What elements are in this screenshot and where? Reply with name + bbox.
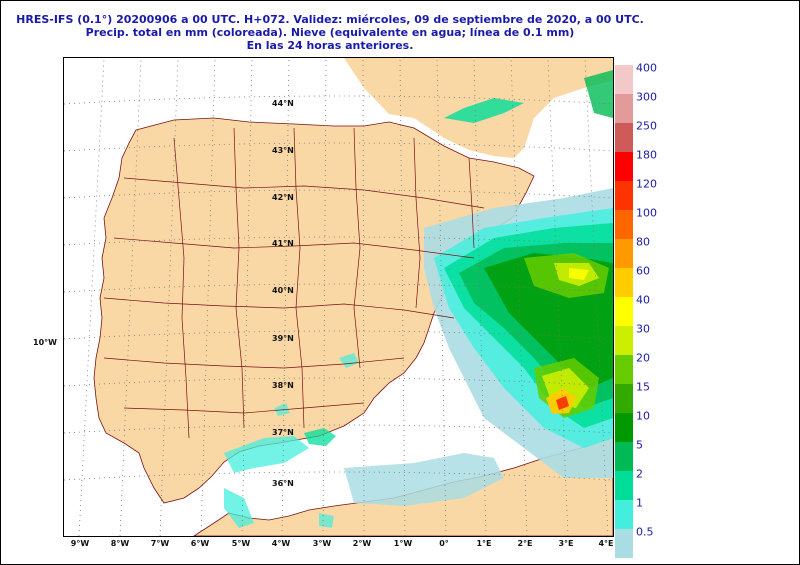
- lon-label-4w: 4°W: [271, 539, 291, 548]
- legend-label: 5: [636, 438, 643, 452]
- lat-label-40n: 40°N: [272, 286, 294, 295]
- header-line-2: Precip. total en mm (coloreada). Nieve (…: [85, 26, 575, 39]
- lon-label-1w: 1°W: [393, 539, 413, 548]
- legend-swatch: [615, 152, 633, 182]
- legend-swatch: [615, 442, 633, 472]
- precipitation-overlay: [224, 70, 613, 528]
- lon-label-2e: 2°E: [517, 539, 533, 548]
- legend-label: 40: [636, 293, 650, 307]
- lat-label-38n: 38°N: [272, 381, 294, 390]
- lat-label-36n: 36°N: [272, 479, 294, 488]
- legend-swatch: [615, 384, 633, 414]
- legend-label: 250: [636, 119, 657, 133]
- legend-label: 10: [636, 409, 650, 423]
- header-line-1: HRES-IFS (0.1°) 20200906 a 00 UTC. H+072…: [16, 13, 644, 26]
- legend-label: 300: [636, 90, 657, 104]
- legend-swatch: [615, 94, 633, 124]
- legend-label: 0.5: [636, 525, 654, 539]
- lon-label-5w: 5°W: [231, 539, 251, 548]
- lat-label-43n: 43°N: [272, 146, 294, 155]
- lat-label-41n: 41°N: [272, 239, 294, 248]
- legend-swatch: [615, 268, 633, 298]
- legend-label: 30: [636, 322, 650, 336]
- legend-swatch: [615, 65, 633, 95]
- legend-swatch: [615, 326, 633, 356]
- lat-label-39n: 39°N: [272, 334, 294, 343]
- legend-label: 15: [636, 380, 650, 394]
- lon-label-7w: 7°W: [150, 539, 170, 548]
- lon-label-3e: 3°E: [558, 539, 574, 548]
- lon-label-3w: 3°W: [312, 539, 332, 548]
- map-canvas: [64, 58, 613, 536]
- legend-swatch: [615, 181, 633, 211]
- lon-label-6w: 6°W: [190, 539, 210, 548]
- province-borders: [103, 127, 485, 439]
- legend-swatch: [615, 355, 633, 385]
- lon-label-4e: 4°E: [598, 539, 614, 548]
- lon-label-0: 0°: [439, 539, 449, 548]
- legend-label: 60: [636, 264, 650, 278]
- lon-label-9w: 9°W: [70, 539, 90, 548]
- lon-label-2w: 2°W: [352, 539, 372, 548]
- legend-label: 120: [636, 177, 657, 191]
- legend-swatch: [615, 529, 633, 559]
- legend-swatch: [615, 297, 633, 327]
- legend-label: 80: [636, 235, 650, 249]
- precipitation-map: [63, 57, 614, 537]
- legend-label: 20: [636, 351, 650, 365]
- legend-swatch: [615, 210, 633, 240]
- legend-swatch: [615, 123, 633, 153]
- legend-label: 1: [636, 496, 643, 510]
- lon-label-1e: 1°E: [476, 539, 492, 548]
- legend-swatch: [615, 500, 633, 530]
- header-line-3: En las 24 horas anteriores.: [246, 39, 414, 52]
- lat-label-44n: 44°N: [272, 99, 294, 108]
- legend-label: 2: [636, 467, 643, 481]
- legend-label: 400: [636, 61, 657, 75]
- lon-label-10w: 10°W: [33, 338, 57, 347]
- legend-label: 180: [636, 148, 657, 162]
- legend-swatch: [615, 413, 633, 443]
- lat-label-42n: 42°N: [272, 193, 294, 202]
- lon-label-8w: 8°W: [110, 539, 130, 548]
- lat-label-37n: 37°N: [272, 428, 294, 437]
- legend-label: 100: [636, 206, 657, 220]
- legend-swatch: [615, 239, 633, 269]
- map-header: HRES-IFS (0.1°) 20200906 a 00 UTC. H+072…: [0, 13, 660, 52]
- precipitation-legend: [615, 65, 633, 559]
- legend-swatch: [615, 471, 633, 501]
